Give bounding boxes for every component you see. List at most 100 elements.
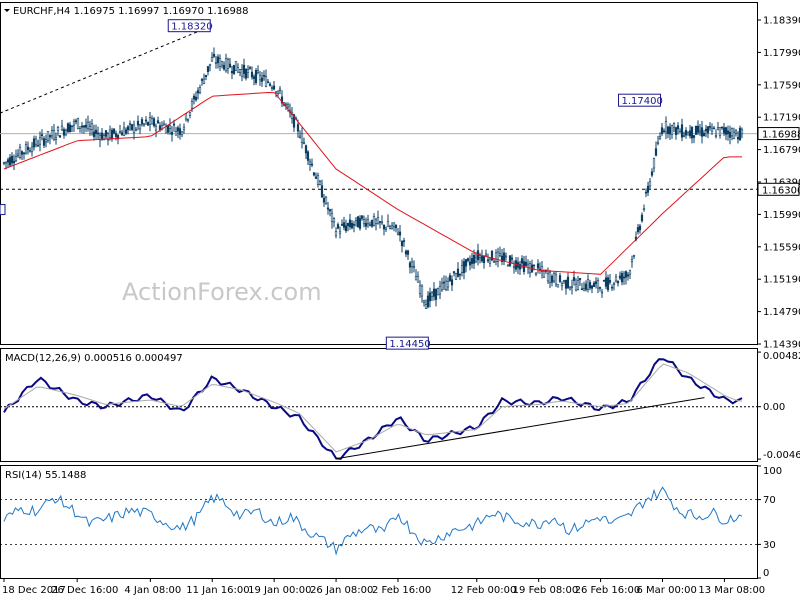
candle xyxy=(252,74,256,86)
candle xyxy=(452,271,456,277)
candle-body xyxy=(266,81,270,84)
candle xyxy=(518,260,522,275)
candle xyxy=(398,225,402,242)
candle-body xyxy=(708,126,712,128)
candle-body xyxy=(444,280,448,290)
candle xyxy=(120,129,124,136)
candle-body xyxy=(670,125,674,135)
candle-body xyxy=(246,69,250,73)
candle-body xyxy=(234,61,238,71)
candle xyxy=(572,270,576,286)
candle xyxy=(272,80,276,91)
candle-body xyxy=(136,120,140,126)
candle-body xyxy=(88,126,92,130)
candle-body xyxy=(654,148,658,156)
candle-body xyxy=(90,123,94,130)
candle xyxy=(238,68,242,77)
candle xyxy=(410,257,414,274)
candle-body xyxy=(610,286,614,289)
candle-body xyxy=(566,276,570,288)
candle-body xyxy=(726,130,730,134)
candle-body xyxy=(48,134,52,138)
candle xyxy=(632,254,636,259)
candle xyxy=(584,280,588,292)
candle xyxy=(490,250,494,262)
candle-body xyxy=(462,261,466,273)
candle xyxy=(364,217,368,230)
candle xyxy=(138,123,142,135)
rsi-ytick-label: 0 xyxy=(763,568,769,579)
candle-body xyxy=(518,263,522,270)
candle xyxy=(692,135,696,144)
candle-body xyxy=(552,272,556,282)
candle xyxy=(642,204,646,212)
candle-body xyxy=(316,174,320,185)
candle xyxy=(314,172,318,179)
candle xyxy=(312,172,316,177)
candle-body xyxy=(318,181,322,185)
candle xyxy=(124,127,128,135)
candle-body xyxy=(714,135,718,137)
candle-body xyxy=(144,119,148,122)
candle-body xyxy=(684,130,688,136)
candle-body xyxy=(738,127,742,140)
candle xyxy=(552,271,556,283)
candle xyxy=(590,285,594,294)
candle xyxy=(156,116,160,124)
candle xyxy=(96,126,100,140)
candle-body xyxy=(662,130,666,133)
price-panel-frame xyxy=(0,2,758,345)
candle-body xyxy=(166,125,170,133)
candle xyxy=(188,111,192,119)
candle xyxy=(702,130,706,137)
candle xyxy=(88,120,92,136)
candle-body xyxy=(638,225,642,231)
candle-body xyxy=(60,125,64,131)
candle-body xyxy=(206,66,210,72)
candle-body xyxy=(592,282,596,287)
candle xyxy=(144,116,148,125)
candle xyxy=(286,102,290,112)
candle xyxy=(726,125,730,141)
candle xyxy=(456,262,460,278)
candle-body xyxy=(272,85,276,90)
candle-body xyxy=(142,123,146,126)
candle-body xyxy=(226,59,230,69)
candle-body xyxy=(280,96,284,104)
candle xyxy=(370,219,374,228)
candle-body xyxy=(618,275,622,279)
candle xyxy=(680,118,684,142)
candle-body xyxy=(594,281,598,284)
candle xyxy=(598,286,602,292)
candle-body xyxy=(378,221,382,223)
candle-body xyxy=(632,255,636,257)
candle xyxy=(422,299,426,307)
candle xyxy=(154,123,158,138)
candle-body xyxy=(112,128,116,134)
candle xyxy=(506,263,510,267)
candle-body xyxy=(66,123,70,133)
candle-body xyxy=(400,240,404,247)
price-annotation-label: 1.17400 xyxy=(622,96,663,107)
candle xyxy=(58,135,62,138)
candle xyxy=(732,127,736,140)
candle-body xyxy=(260,77,264,82)
candle xyxy=(562,279,566,284)
candle-body xyxy=(512,265,516,268)
current-price-tag: 1.16988 xyxy=(757,127,800,141)
price-ytick-label: 1.17190 xyxy=(763,113,800,124)
candle xyxy=(328,208,332,217)
candle xyxy=(76,117,80,130)
candle xyxy=(730,127,734,141)
candle-body xyxy=(718,127,722,136)
candle-body xyxy=(614,276,618,282)
candle-body xyxy=(558,275,562,282)
candle xyxy=(320,179,324,198)
candle xyxy=(600,288,604,298)
candle-body xyxy=(532,264,536,267)
candle-body xyxy=(36,144,40,147)
candle-body xyxy=(340,224,344,226)
candle-body xyxy=(568,286,572,290)
candle xyxy=(26,141,30,155)
candle xyxy=(348,213,352,230)
